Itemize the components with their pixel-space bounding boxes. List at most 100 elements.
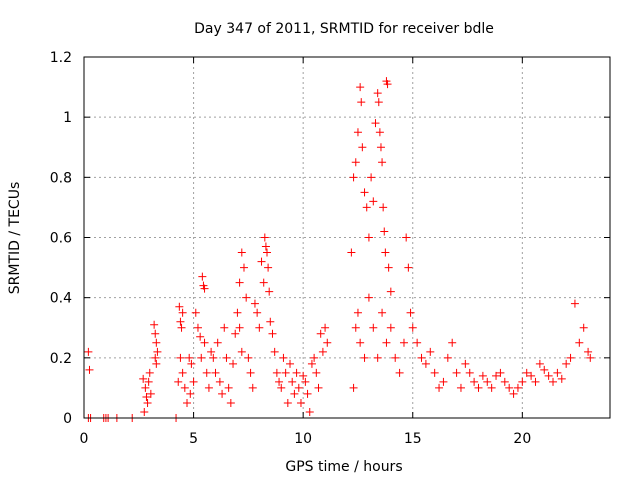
data-point xyxy=(152,359,161,368)
data-point xyxy=(153,347,162,356)
data-point xyxy=(404,263,413,272)
data-point xyxy=(349,173,358,182)
data-point xyxy=(347,248,356,257)
data-point xyxy=(421,359,430,368)
data-point xyxy=(248,383,257,392)
data-point xyxy=(272,368,281,377)
data-point xyxy=(316,329,325,338)
data-point xyxy=(246,368,255,377)
data-point xyxy=(369,197,378,206)
data-point xyxy=(200,338,209,347)
data-point xyxy=(376,143,385,152)
data-point xyxy=(215,377,224,386)
data-point xyxy=(185,353,194,362)
x-tick-label: 15 xyxy=(404,431,422,447)
data-point xyxy=(197,353,206,362)
data-point xyxy=(151,329,160,338)
data-point xyxy=(408,323,417,332)
y-tick-label: 0.8 xyxy=(50,170,72,186)
data-point xyxy=(402,233,411,242)
data-point xyxy=(275,377,284,386)
data-point xyxy=(527,371,536,380)
data-point xyxy=(224,383,233,392)
data-point xyxy=(209,353,218,362)
data-point xyxy=(183,398,192,407)
data-point xyxy=(266,317,275,326)
data-point xyxy=(292,368,301,377)
data-point xyxy=(373,353,382,362)
data-point xyxy=(371,119,380,128)
data-point xyxy=(349,383,358,392)
data-point xyxy=(200,284,209,293)
data-point xyxy=(281,368,290,377)
data-point xyxy=(391,353,400,362)
x-tick-labels: 0 5 10 15 20 xyxy=(80,431,532,447)
data-point xyxy=(383,80,392,89)
data-point xyxy=(570,299,579,308)
data-point xyxy=(406,308,415,317)
data-point xyxy=(211,368,220,377)
x-tick-label: 10 xyxy=(294,431,312,447)
data-point xyxy=(279,353,288,362)
data-point xyxy=(362,203,371,212)
data-point xyxy=(143,398,152,407)
data-point xyxy=(196,332,205,341)
data-point xyxy=(378,308,387,317)
data-point xyxy=(290,389,299,398)
data-point xyxy=(151,353,160,362)
data-point xyxy=(175,302,184,311)
data-point xyxy=(351,323,360,332)
data-point xyxy=(187,359,196,368)
x-tick-label: 20 xyxy=(513,431,531,447)
data-point xyxy=(235,323,244,332)
data-point xyxy=(426,347,435,356)
data-point xyxy=(176,317,185,326)
data-point xyxy=(299,371,308,380)
data-point xyxy=(314,383,323,392)
data-point xyxy=(474,383,483,392)
data-point xyxy=(549,377,558,386)
data-point xyxy=(566,353,575,362)
data-point xyxy=(261,242,270,251)
data-point xyxy=(207,347,216,356)
data-point xyxy=(296,398,305,407)
data-point xyxy=(150,320,159,329)
data-points xyxy=(84,77,595,422)
data-point xyxy=(141,383,150,392)
data-point xyxy=(562,359,571,368)
data-point xyxy=(353,128,362,137)
data-point xyxy=(233,308,242,317)
data-point xyxy=(584,347,593,356)
data-point xyxy=(381,248,390,257)
data-point xyxy=(417,353,426,362)
data-point xyxy=(305,407,314,416)
data-point xyxy=(264,263,273,272)
data-point xyxy=(288,377,297,386)
data-point xyxy=(301,377,310,386)
data-point xyxy=(231,329,240,338)
data-point xyxy=(222,353,231,362)
data-point xyxy=(364,293,373,302)
data-point xyxy=(544,371,553,380)
data-point xyxy=(286,359,295,368)
data-point xyxy=(220,323,229,332)
data-point xyxy=(239,263,248,272)
data-point xyxy=(557,374,566,383)
data-point xyxy=(176,353,185,362)
data-point xyxy=(374,98,383,107)
data-point xyxy=(399,338,408,347)
data-point xyxy=(375,128,384,137)
data-point xyxy=(461,359,470,368)
data-point xyxy=(353,308,362,317)
data-point xyxy=(500,377,509,386)
data-point xyxy=(478,371,487,380)
data-point xyxy=(487,383,496,392)
data-point xyxy=(379,203,388,212)
y-tick-label: 0.2 xyxy=(50,351,72,367)
data-point xyxy=(257,257,266,266)
chart-title: Day 347 of 2011, SRMTID for receiver bdl… xyxy=(194,21,494,37)
data-point xyxy=(283,398,292,407)
data-point xyxy=(518,377,527,386)
data-point xyxy=(452,368,461,377)
